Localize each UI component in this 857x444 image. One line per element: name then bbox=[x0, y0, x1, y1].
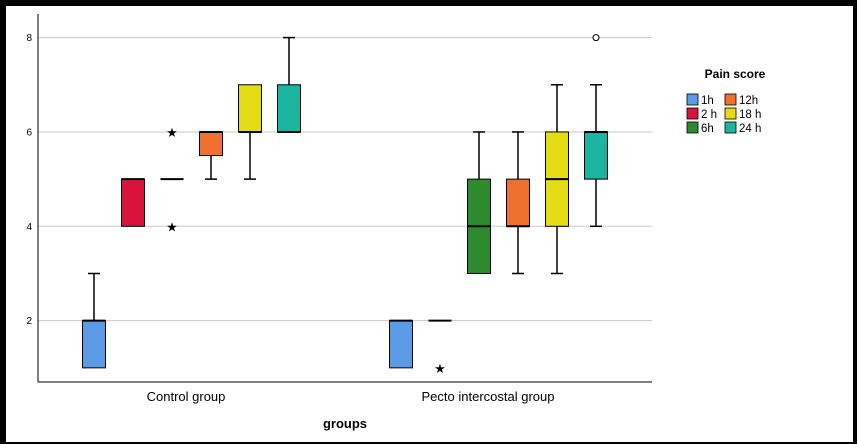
extreme-marker: ★ bbox=[166, 220, 178, 235]
y-tick-label: 2 bbox=[26, 316, 32, 327]
extreme-marker: ★ bbox=[166, 126, 178, 141]
box bbox=[389, 320, 413, 369]
legend-swatch bbox=[686, 93, 699, 106]
y-tick-label: 4 bbox=[26, 222, 32, 233]
legend-swatch bbox=[686, 121, 699, 134]
box bbox=[121, 178, 145, 227]
axes bbox=[37, 14, 652, 383]
box bbox=[82, 320, 106, 369]
extreme-marker: ★ bbox=[434, 362, 446, 377]
legend-swatch bbox=[724, 121, 737, 134]
legend-label: 12h bbox=[739, 95, 758, 107]
legend-label: 24 h bbox=[739, 123, 761, 135]
box bbox=[277, 84, 301, 133]
outlier-marker bbox=[592, 34, 600, 42]
legend-swatch bbox=[724, 93, 737, 106]
legend: Pain score 1h 2 h 6h 12h 18 h 24 h bbox=[686, 67, 766, 135]
legend-swatch bbox=[724, 107, 737, 120]
y-tick-label: 6 bbox=[26, 127, 32, 138]
x-category-label: Control group bbox=[147, 389, 226, 404]
legend-swatch bbox=[686, 107, 699, 120]
box bbox=[506, 178, 530, 227]
boxes: ★ ★ ★ bbox=[82, 34, 608, 377]
legend-label: 18 h bbox=[739, 109, 761, 121]
box bbox=[584, 131, 608, 180]
legend-title: Pain score bbox=[705, 67, 766, 81]
x-category-label: Pecto intercostal group bbox=[422, 389, 555, 404]
box bbox=[238, 84, 262, 133]
y-axis-ticks: 2 4 6 8 bbox=[26, 33, 32, 327]
legend-label: 6h bbox=[701, 123, 714, 135]
box bbox=[199, 131, 223, 157]
legend-label: 1h bbox=[701, 95, 714, 107]
y-tick-label: 8 bbox=[26, 33, 32, 44]
x-axis-title: groups bbox=[323, 416, 367, 431]
legend-label: 2 h bbox=[701, 109, 717, 121]
